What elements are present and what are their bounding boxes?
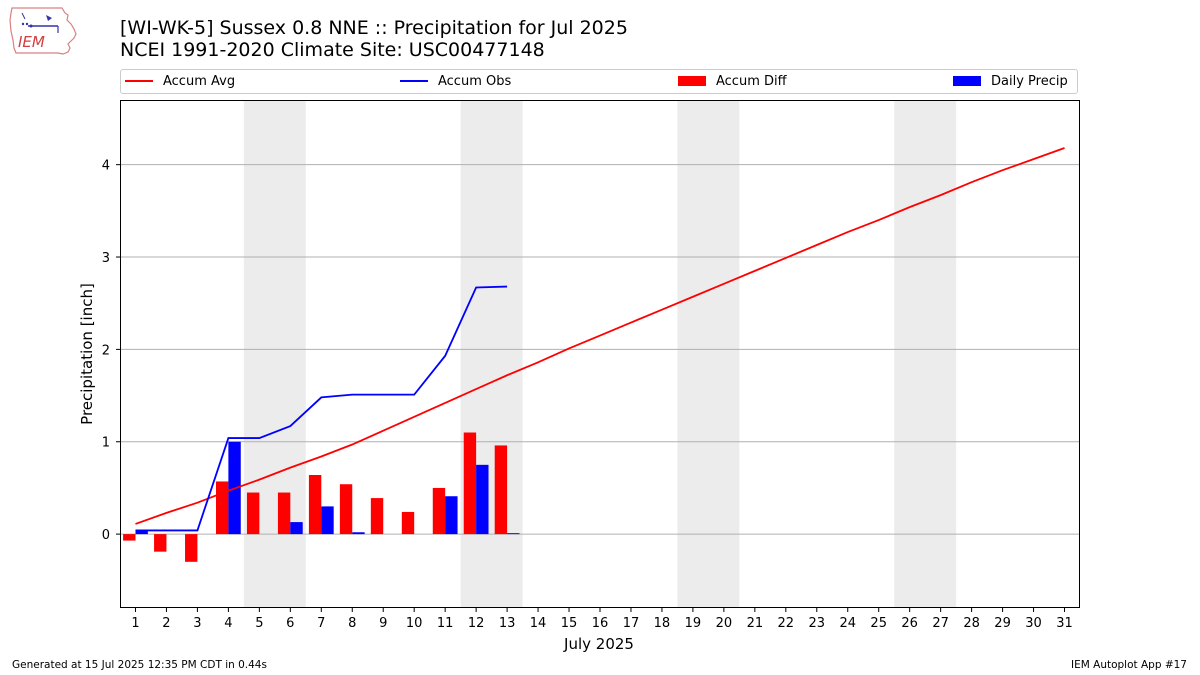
legend-swatch — [125, 79, 153, 82]
legend-swatch — [953, 75, 981, 86]
daily-precip-bar — [507, 533, 520, 535]
chart-title-line2: NCEI 1991-2020 Climate Site: USC00477148 — [120, 39, 545, 61]
accum-diff-bar — [339, 484, 353, 535]
daily-precip-bar — [290, 522, 303, 535]
x-tick-label: 6 — [286, 616, 294, 631]
x-tick-label: 24 — [839, 616, 856, 631]
x-tick-label: 14 — [530, 616, 547, 631]
legend-item-accum-obs: Accum Obs — [400, 74, 511, 90]
accum-diff-bar — [123, 534, 136, 541]
y-tick-label: 0 — [102, 528, 110, 543]
legend-item-accum-diff: Accum Diff — [678, 74, 787, 90]
accum-diff-bar — [216, 481, 229, 535]
weekend-band — [677, 100, 740, 608]
accum-diff-bar — [463, 432, 477, 535]
daily-precip-bar — [476, 464, 489, 535]
x-tick-label: 27 — [932, 616, 949, 631]
accum-diff-bar — [432, 487, 446, 535]
app-credit: IEM Autoplot App #17 — [1071, 659, 1187, 671]
y-tick-label: 4 — [102, 159, 110, 174]
legend-label: Accum Avg — [163, 74, 236, 89]
x-tick-label: 11 — [437, 616, 454, 631]
x-tick-label: 13 — [499, 616, 516, 631]
legend-swatch — [678, 75, 706, 86]
x-tick-label: 17 — [623, 616, 640, 631]
x-tick-label: 3 — [193, 616, 201, 631]
chart-title-line1: [WI-WK-5] Sussex 0.8 NNE :: Precipitatio… — [120, 17, 628, 39]
x-tick-label: 20 — [716, 616, 733, 631]
accum-avg-line — [135, 147, 1065, 525]
x-tick-label: 8 — [348, 616, 356, 631]
chart-legend: Accum Avg Accum Obs Accum Diff Daily Pre… — [120, 69, 1078, 94]
x-tick-label: 15 — [561, 616, 578, 631]
x-tick-label: 18 — [654, 616, 671, 631]
legend-label: Accum Obs — [438, 74, 512, 89]
x-tick-label: 28 — [963, 616, 980, 631]
x-tick-label: 21 — [747, 616, 764, 631]
x-tick-label: 1 — [131, 616, 139, 631]
weekend-band — [894, 100, 957, 608]
x-tick-label: 12 — [468, 616, 485, 631]
accum-diff-bar — [370, 498, 384, 535]
chart-title: [WI-WK-5] Sussex 0.8 NNE :: Precipitatio… — [120, 17, 628, 61]
legend-item-daily-precip: Daily Precip — [953, 74, 1068, 90]
svg-text:IEM: IEM — [18, 33, 45, 51]
legend-item-accum-avg: Accum Avg — [125, 74, 235, 90]
x-tick-label: 30 — [1025, 616, 1042, 631]
y-tick-label: 2 — [102, 343, 110, 358]
accum-diff-bar — [154, 534, 167, 552]
x-tick-label: 4 — [224, 616, 232, 631]
plot-frame — [120, 100, 1080, 608]
x-tick-label: 31 — [1056, 616, 1073, 631]
legend-label: Accum Diff — [716, 74, 787, 89]
x-tick-label: 7 — [317, 616, 325, 631]
accum-diff-bar — [246, 492, 260, 535]
x-tick-label: 10 — [406, 616, 423, 631]
daily-precip-bar — [135, 530, 148, 535]
y-tick-label: 1 — [102, 436, 110, 451]
x-axis-label: July 2025 — [563, 635, 634, 653]
legend-swatch — [400, 79, 428, 82]
accum-diff-bar — [185, 534, 198, 562]
accum-diff-bar — [308, 474, 322, 535]
x-tick-label: 19 — [685, 616, 702, 631]
x-tick-label: 29 — [994, 616, 1011, 631]
x-tick-label: 22 — [778, 616, 795, 631]
daily-precip-bar — [321, 506, 334, 535]
accum-diff-bar — [401, 511, 415, 535]
x-tick-label: 2 — [162, 616, 170, 631]
accum-diff-bar — [494, 445, 508, 535]
x-tick-label: 5 — [255, 616, 263, 631]
y-tick-label: 3 — [102, 251, 110, 266]
y-axis-label: Precipitation [inch] — [78, 283, 96, 425]
accum-diff-bar — [277, 492, 291, 535]
x-tick-label: 16 — [592, 616, 609, 631]
accum-obs-line — [135, 285, 508, 532]
legend-label: Daily Precip — [991, 74, 1068, 89]
iem-logo: IEM — [8, 5, 80, 59]
daily-precip-bar — [352, 532, 365, 535]
x-tick-label: 26 — [901, 616, 918, 631]
daily-precip-bar — [445, 496, 458, 535]
x-tick-label: 25 — [870, 616, 887, 631]
generated-timestamp: Generated at 15 Jul 2025 12:35 PM CDT in… — [12, 659, 267, 671]
x-tick-label: 23 — [809, 616, 826, 631]
x-tick-label: 9 — [379, 616, 387, 631]
